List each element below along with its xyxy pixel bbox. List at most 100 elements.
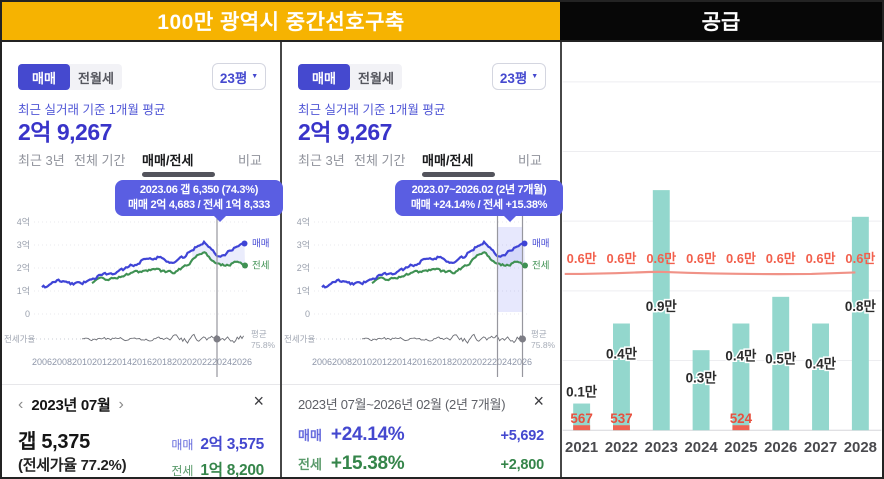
chevron-down-icon: ▼ (531, 73, 539, 80)
svg-text:2012: 2012 (372, 357, 392, 367)
svg-text:2008: 2008 (52, 357, 72, 367)
section-title-right: 공급 (560, 2, 882, 40)
tab-sale-jeonse[interactable]: 매매/전세 (422, 153, 474, 168)
svg-text:전세가율: 전세가율 (284, 334, 315, 344)
header-bar: 100만 광역시 중간선호구축 공급 (2, 2, 882, 42)
next-month-button[interactable]: › (118, 395, 124, 413)
tab-compare[interactable]: 비교 (518, 153, 542, 168)
svg-text:0.4만: 0.4만 (805, 356, 837, 371)
size-select-dropdown[interactable]: 23평 ▼ (492, 63, 546, 90)
svg-text:3억: 3억 (297, 239, 310, 250)
supply-bar (851, 216, 869, 431)
svg-text:전세: 전세 (252, 260, 269, 271)
svg-text:전세가율: 전세가율 (4, 334, 35, 344)
svg-text:0.6만: 0.6만 (646, 251, 676, 266)
svg-text:0.5만: 0.5만 (765, 352, 797, 367)
toggle-rent-button[interactable]: 전월세 (78, 70, 114, 86)
svg-text:2016: 2016 (412, 357, 432, 367)
svg-text:2018: 2018 (432, 357, 452, 367)
sale-price: 2억 3,575 (200, 436, 264, 453)
trade-type-toggle: 매매 전월세 (18, 64, 122, 90)
jeonse-ratio-value: (전세가율 77.2%) (18, 457, 127, 474)
svg-text:2026: 2026 (764, 439, 797, 456)
toggle-rent-button[interactable]: 전월세 (358, 70, 394, 86)
svg-text:0.6만: 0.6만 (567, 251, 597, 266)
chart-tooltip: 2023.06 갭 6,350 (74.3%) 매매 2억 4,683 / 전세… (115, 180, 283, 222)
close-icon[interactable]: × (253, 391, 264, 411)
svg-text:567: 567 (570, 411, 592, 426)
svg-text:2억: 2억 (297, 262, 310, 273)
svg-text:2026: 2026 (232, 357, 252, 367)
supply-bar (772, 296, 790, 431)
selected-month: 2023년 07월 (31, 397, 111, 414)
svg-text:2028: 2028 (844, 439, 877, 456)
sale-label: 매매 (171, 438, 194, 452)
size-select-value: 23평 (219, 70, 248, 86)
active-tab-indicator (142, 172, 215, 177)
tab-recent-3y[interactable]: 최근 3년 (298, 153, 345, 168)
jeonse-price: 1억 8,200 (200, 462, 264, 479)
jeonse-change-amount: +2,800 (500, 457, 544, 473)
active-tab-indicator (422, 172, 495, 177)
svg-text:0.6만: 0.6만 (845, 251, 875, 266)
svg-text:0.1만: 0.1만 (566, 384, 598, 399)
supply-bar (613, 323, 630, 431)
sale-label: 매매 (298, 428, 322, 443)
svg-text:2014: 2014 (112, 357, 132, 367)
toggle-sale-button[interactable]: 매매 (18, 64, 70, 90)
jeonse-label: 전세 (171, 464, 194, 478)
prev-month-button[interactable]: ‹ (18, 395, 24, 413)
svg-text:평균: 평균 (531, 329, 547, 339)
svg-text:75.8%: 75.8% (531, 340, 556, 350)
svg-text:2024: 2024 (684, 439, 718, 456)
svg-text:2012: 2012 (92, 357, 112, 367)
svg-text:0: 0 (25, 309, 30, 319)
svg-text:0: 0 (305, 309, 310, 319)
tooltip-line1: 2023.07~2026.02 (2년 7개월) (411, 184, 547, 196)
toggle-sale-button[interactable]: 매매 (298, 64, 350, 90)
svg-text:2016: 2016 (132, 357, 152, 367)
chart-tooltip: 2023.07~2026.02 (2년 7개월) 매매 +24.14% / 전세… (395, 180, 563, 222)
tooltip-pointer (214, 216, 226, 222)
svg-text:0.6만: 0.6만 (726, 251, 756, 266)
footer-divider (2, 384, 280, 385)
tooltip-line2: 매매 2억 4,683 / 전세 1억 8,333 (128, 198, 270, 211)
svg-text:2008: 2008 (332, 357, 352, 367)
supply-bar (652, 190, 670, 431)
svg-text:2022: 2022 (472, 357, 492, 367)
svg-text:2021: 2021 (565, 439, 598, 456)
footer-divider (282, 384, 560, 385)
svg-text:매매: 매매 (252, 238, 269, 249)
size-select-dropdown[interactable]: 23평 ▼ (212, 63, 266, 90)
svg-text:2018: 2018 (152, 357, 172, 367)
svg-text:0.4만: 0.4만 (725, 349, 757, 364)
selected-range: 2023년 07월~2026년 02월 (2년 7개월) (298, 397, 506, 412)
close-icon[interactable]: × (533, 391, 544, 411)
svg-text:4억: 4억 (17, 216, 30, 227)
section-title-left: 100만 광역시 중간선호구축 (2, 2, 560, 40)
jeonse-change-pct: +15.38% (330, 453, 405, 474)
tab-sale-jeonse[interactable]: 매매/전세 (142, 153, 194, 168)
svg-text:2006: 2006 (312, 357, 332, 367)
svg-text:2023: 2023 (645, 439, 678, 456)
svg-text:4억: 4억 (297, 216, 310, 227)
svg-text:전세: 전세 (532, 260, 549, 271)
svg-text:2010: 2010 (352, 357, 372, 367)
gap-value: 갭 5,375 (18, 431, 90, 453)
svg-text:0.6만: 0.6만 (806, 251, 836, 266)
svg-text:0.3만: 0.3만 (686, 370, 718, 385)
svg-text:2020: 2020 (452, 357, 472, 367)
svg-text:매매: 매매 (532, 238, 549, 249)
tab-recent-3y[interactable]: 최근 3년 (18, 153, 65, 168)
svg-text:2022: 2022 (192, 357, 212, 367)
svg-text:2006: 2006 (32, 357, 52, 367)
tab-full-period[interactable]: 전체 기간 (74, 153, 126, 168)
svg-text:0.9만: 0.9만 (646, 299, 678, 314)
tab-full-period[interactable]: 전체 기간 (354, 153, 406, 168)
tab-compare[interactable]: 비교 (238, 153, 262, 168)
average-price: 2억 9,267 (298, 119, 392, 145)
svg-text:2024: 2024 (212, 357, 232, 367)
svg-text:1억: 1억 (17, 285, 30, 296)
